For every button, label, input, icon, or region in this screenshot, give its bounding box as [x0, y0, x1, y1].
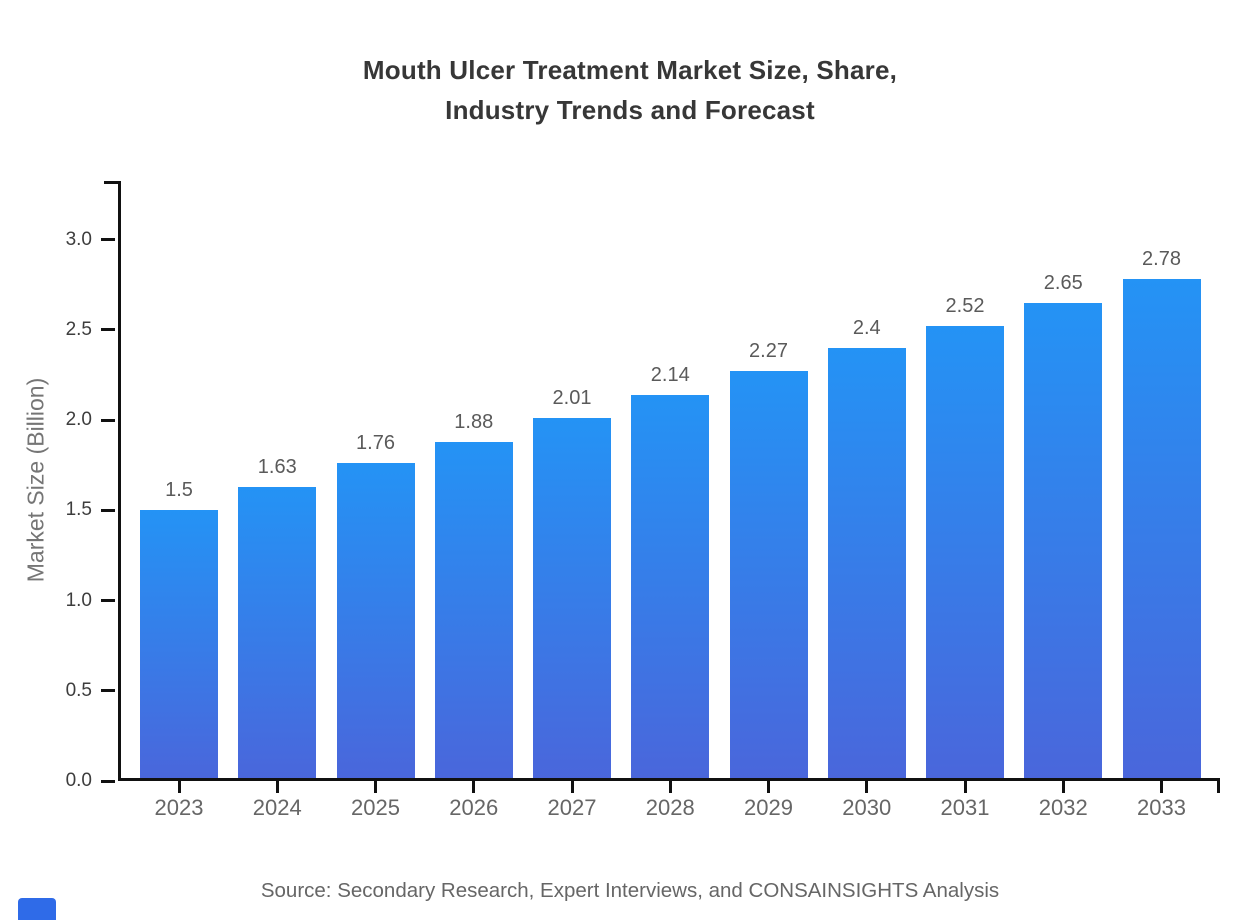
y-tick-label: 2.0 — [65, 409, 92, 431]
x-tick-label: 2029 — [744, 795, 793, 820]
bar-2028 — [631, 394, 710, 781]
y-tick-label: 3.0 — [65, 228, 92, 250]
y-tick-mark — [101, 328, 115, 332]
x-tick-mark — [1061, 780, 1065, 793]
x-tick-mark — [963, 780, 967, 793]
x-tick-label: 2032 — [1038, 795, 1088, 820]
x-tick-mark — [374, 780, 377, 793]
x-tick-label: 2030 — [842, 795, 892, 820]
x-tick-mark — [767, 780, 770, 793]
bar-2031 — [926, 326, 1004, 781]
x-tick-label: 2024 — [252, 795, 302, 820]
y-tick-mark — [101, 689, 115, 693]
bar-value-label: 2.4 — [852, 316, 881, 339]
bar-2032 — [1024, 302, 1103, 781]
source-caption: Source: Secondary Research, Expert Inter… — [260, 879, 1000, 902]
y-tick-label: 0.0 — [65, 770, 92, 791]
bar-value-label: 2.01 — [552, 387, 592, 410]
bar-value-label: 2.65 — [1043, 271, 1083, 294]
x-tick-label: 2033 — [1137, 795, 1186, 820]
x-tick-mark — [1160, 780, 1163, 793]
y-tick-mark — [101, 508, 115, 512]
x-tick-mark — [570, 780, 574, 793]
x-tick-label: 2027 — [547, 795, 597, 820]
x-tick-mark — [177, 780, 181, 793]
bar-2033 — [1122, 279, 1201, 781]
x-tick-mark — [275, 780, 279, 793]
y-tick-mark — [101, 599, 115, 603]
x-tick-mark — [865, 780, 869, 793]
bar-2030 — [827, 347, 906, 781]
y-tick-label: 0.5 — [65, 679, 92, 701]
bar-2025 — [336, 463, 415, 781]
bar-2027 — [533, 418, 611, 781]
chart-title-line1: Mouth Ulcer Treatment Market Size, Share… — [362, 55, 898, 85]
y-tick-mark — [101, 779, 115, 783]
y-tick-label: 1.5 — [65, 499, 92, 521]
bar-value-label: 2.14 — [650, 363, 690, 386]
x-axis-line — [118, 778, 1220, 781]
y-axis-line — [118, 181, 121, 781]
x-tick-label: 2023 — [154, 795, 204, 820]
x-tick-label: 2028 — [645, 795, 695, 820]
watermark-block — [18, 898, 56, 920]
x-tick-label: 2031 — [940, 795, 990, 820]
plot-area: 0.0 0.5 1.0 1.5 2.0 2.5 3.0 1.5 2023 1.63 2024 1.76… — [66, 181, 1220, 820]
x-tick-mark — [472, 780, 476, 793]
bar-2023 — [140, 510, 218, 781]
bar-value-label: 1.88 — [454, 410, 494, 433]
y-tick-mark — [101, 418, 115, 422]
x-axis-end-cap — [1217, 780, 1220, 793]
bar-2026 — [434, 441, 513, 781]
y-axis-end-cap — [104, 181, 121, 184]
bar-value-label: 1.76 — [356, 432, 395, 455]
x-tick-mark — [668, 780, 672, 793]
bar-value-label: 2.27 — [749, 340, 788, 363]
bar-value-label: 2.78 — [1142, 248, 1181, 271]
y-axis-title: Market Size (Billion) — [22, 377, 49, 583]
bar-value-label: 1.5 — [165, 479, 193, 502]
bar-2024 — [238, 486, 317, 781]
bar-2029 — [729, 371, 808, 781]
bar-value-label: 1.63 — [257, 455, 297, 478]
chart-title: Mouth Ulcer Treatment Market Size, Share… — [0, 50, 1260, 130]
y-tick-label: 1.0 — [65, 589, 92, 611]
y-tick-mark — [101, 238, 115, 242]
x-tick-label: 2026 — [449, 795, 499, 820]
chart-title-line2: Industry Trends and Forecast — [445, 95, 815, 125]
bar-value-label: 2.52 — [945, 295, 985, 318]
x-tick-label: 2025 — [351, 795, 400, 820]
y-tick-label: 2.5 — [65, 318, 92, 340]
